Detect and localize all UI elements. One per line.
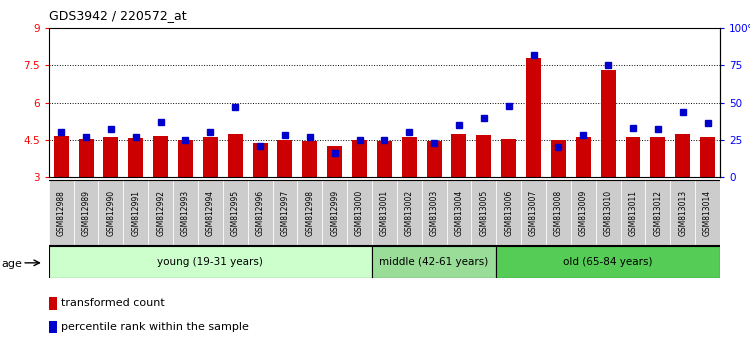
Bar	[626, 137, 640, 177]
Bar	[596, 181, 620, 246]
Text: GSM812994: GSM812994	[206, 190, 214, 236]
Bar	[576, 137, 591, 177]
Bar	[153, 136, 168, 177]
Bar	[98, 181, 123, 246]
Text: GSM813008: GSM813008	[554, 190, 563, 236]
Bar	[248, 181, 272, 246]
Bar	[700, 137, 715, 177]
Text: GSM813005: GSM813005	[479, 190, 488, 236]
Bar	[302, 141, 317, 177]
Text: GSM812990: GSM812990	[106, 190, 116, 236]
Text: percentile rank within the sample: percentile rank within the sample	[61, 322, 248, 332]
Text: GSM812991: GSM812991	[131, 190, 140, 236]
Bar	[228, 134, 243, 177]
Bar	[496, 181, 521, 246]
Bar	[546, 181, 571, 246]
Text: GSM813013: GSM813013	[678, 190, 687, 236]
Text: GSM812995: GSM812995	[231, 190, 240, 236]
Bar	[297, 181, 322, 246]
Bar	[496, 246, 720, 278]
Text: GSM813011: GSM813011	[628, 190, 638, 236]
Bar	[54, 136, 69, 177]
Bar	[372, 246, 496, 278]
Bar	[620, 181, 646, 246]
Text: GSM812989: GSM812989	[82, 190, 91, 236]
Text: young (19-31 years): young (19-31 years)	[158, 257, 263, 267]
Bar	[526, 58, 541, 177]
Text: GSM813000: GSM813000	[355, 190, 364, 236]
Bar	[675, 135, 690, 177]
Bar	[49, 246, 372, 278]
Bar	[123, 181, 148, 246]
Bar	[253, 143, 268, 177]
Text: middle (42-61 years): middle (42-61 years)	[380, 257, 489, 267]
Text: GSM812993: GSM812993	[181, 190, 190, 236]
Bar	[646, 181, 670, 246]
Bar	[695, 181, 720, 246]
Text: GSM813012: GSM813012	[653, 190, 662, 236]
Bar	[128, 138, 143, 177]
Bar	[521, 181, 546, 246]
Text: GSM813004: GSM813004	[454, 190, 464, 236]
Bar	[74, 181, 98, 246]
Bar	[452, 134, 466, 177]
Bar	[327, 145, 342, 177]
Bar	[223, 181, 248, 246]
Bar	[173, 181, 198, 246]
Bar	[571, 181, 596, 246]
Text: age: age	[2, 259, 22, 269]
Bar	[322, 181, 347, 246]
Bar	[601, 70, 616, 177]
Text: GSM812992: GSM812992	[156, 190, 165, 236]
Bar	[372, 181, 397, 246]
Text: GSM813001: GSM813001	[380, 190, 388, 236]
Bar	[347, 181, 372, 246]
Bar	[501, 139, 516, 177]
Bar	[670, 181, 695, 246]
Text: GSM812998: GSM812998	[305, 190, 314, 236]
Bar	[402, 137, 417, 177]
Text: GSM812999: GSM812999	[330, 190, 339, 236]
Text: GDS3942 / 220572_at: GDS3942 / 220572_at	[49, 9, 186, 22]
Bar	[278, 140, 292, 177]
Text: transformed count: transformed count	[61, 298, 164, 308]
Bar	[272, 181, 297, 246]
Text: GSM813009: GSM813009	[579, 190, 588, 236]
Text: GSM812988: GSM812988	[57, 190, 66, 236]
Text: GSM813003: GSM813003	[430, 190, 439, 236]
Bar	[397, 181, 422, 246]
Bar	[377, 141, 392, 177]
Bar	[49, 321, 57, 333]
Bar	[422, 181, 446, 246]
Bar	[148, 181, 173, 246]
Bar	[551, 140, 566, 177]
Text: GSM813010: GSM813010	[604, 190, 613, 236]
Bar	[49, 297, 57, 309]
Bar	[650, 137, 665, 177]
Bar	[476, 135, 491, 177]
Text: GSM812996: GSM812996	[256, 190, 265, 236]
Text: GSM813002: GSM813002	[405, 190, 414, 236]
Bar	[198, 181, 223, 246]
Text: GSM813007: GSM813007	[529, 190, 538, 236]
Bar	[203, 137, 217, 177]
Text: GSM812997: GSM812997	[280, 190, 290, 236]
Bar	[79, 139, 94, 177]
Bar	[352, 140, 367, 177]
Bar	[427, 141, 442, 177]
Bar	[49, 181, 74, 246]
Text: old (65-84 years): old (65-84 years)	[563, 257, 652, 267]
Text: GSM813014: GSM813014	[703, 190, 712, 236]
Bar	[104, 137, 118, 177]
Bar	[178, 140, 193, 177]
Text: GSM813006: GSM813006	[504, 190, 513, 236]
Bar	[472, 181, 496, 246]
Bar	[446, 181, 472, 246]
